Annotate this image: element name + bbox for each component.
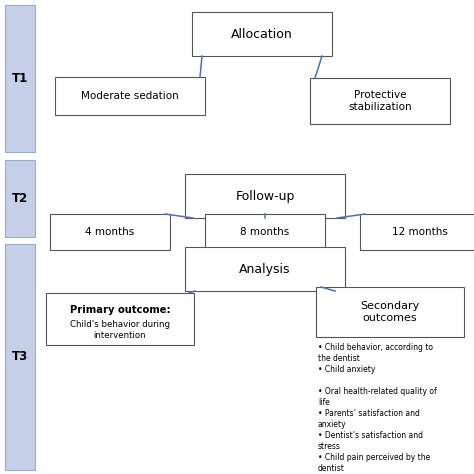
FancyBboxPatch shape [360,214,474,250]
Text: Analysis: Analysis [239,263,291,275]
Text: 12 months: 12 months [392,227,448,237]
Text: Follow-up: Follow-up [235,190,295,202]
Text: Allocation: Allocation [231,27,293,40]
Text: • Oral health-related quality of
life: • Oral health-related quality of life [318,387,437,407]
Text: 8 months: 8 months [240,227,290,237]
Text: Child's behavior during
intervention: Child's behavior during intervention [70,320,170,340]
FancyBboxPatch shape [185,247,345,291]
Text: Primary outcome:: Primary outcome: [70,305,170,315]
Text: • Dentist’s satisfaction and
stress: • Dentist’s satisfaction and stress [318,431,423,451]
FancyBboxPatch shape [192,12,332,56]
Text: T2: T2 [12,192,28,205]
FancyBboxPatch shape [310,78,450,124]
FancyBboxPatch shape [5,244,35,470]
FancyBboxPatch shape [185,174,345,218]
FancyBboxPatch shape [316,287,464,337]
FancyBboxPatch shape [50,214,170,250]
Text: • Parents’ satisfaction and
anxiety: • Parents’ satisfaction and anxiety [318,409,420,429]
FancyBboxPatch shape [5,5,35,152]
Text: • Child anxiety: • Child anxiety [318,365,375,374]
Text: Moderate sedation: Moderate sedation [81,91,179,101]
Text: Secondary
outcomes: Secondary outcomes [360,301,419,323]
Text: T1: T1 [12,72,28,85]
FancyBboxPatch shape [5,160,35,237]
FancyBboxPatch shape [205,214,325,250]
Text: • Child behavior, according to
the dentist: • Child behavior, according to the denti… [318,343,433,363]
Text: • Child pain perceived by the
dentist: • Child pain perceived by the dentist [318,453,430,473]
Text: 4 months: 4 months [85,227,135,237]
Text: T3: T3 [12,350,28,364]
Text: Protective
stabilization: Protective stabilization [348,90,412,112]
FancyBboxPatch shape [55,77,205,115]
FancyBboxPatch shape [46,293,194,345]
